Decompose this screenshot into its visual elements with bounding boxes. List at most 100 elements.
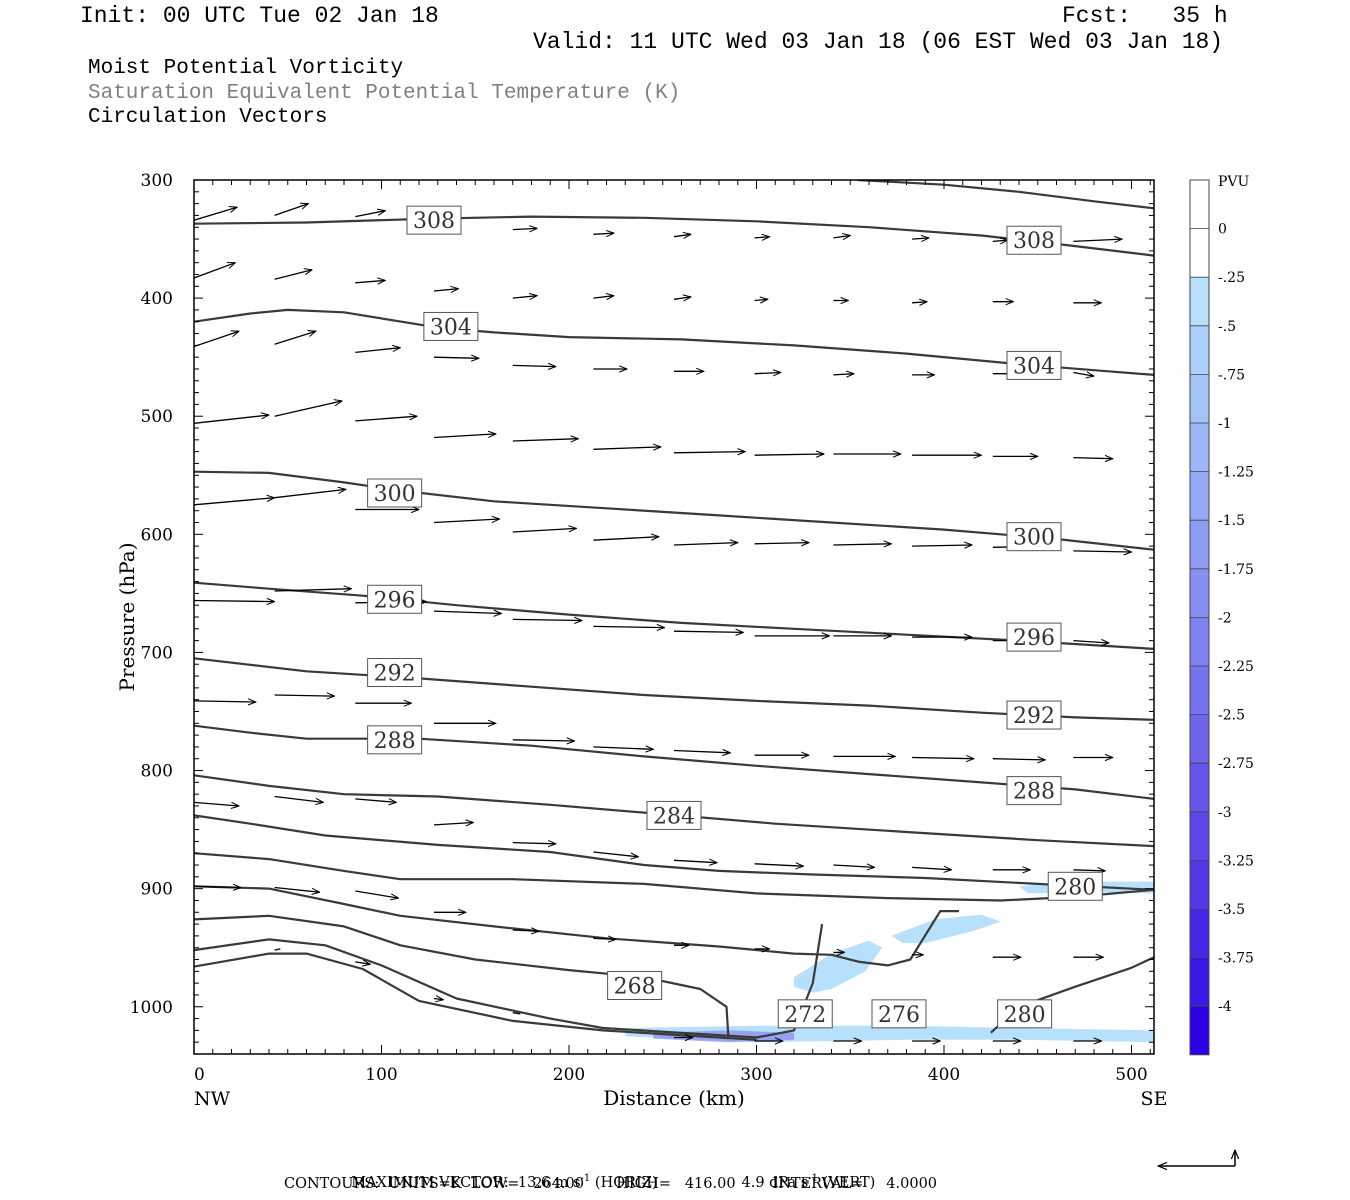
circulation-vector xyxy=(992,759,1046,760)
horiz-tag: (HORIZ) xyxy=(594,1174,658,1191)
y-tick-label: 300 xyxy=(141,171,173,191)
colorbar-swatch xyxy=(1190,1006,1209,1055)
y-axis-title: Pressure (hPa) xyxy=(115,543,139,692)
contour-label-box xyxy=(646,800,702,830)
circulation-vector xyxy=(1073,870,1105,871)
circulation-vector xyxy=(992,240,1008,241)
contour-label-308: 308 xyxy=(413,209,455,234)
contour-label-box xyxy=(1006,700,1062,730)
circulation-vector xyxy=(593,938,616,939)
x-axis-left-end-label: NW xyxy=(194,1088,231,1110)
circulation-vector xyxy=(673,751,730,753)
contour-label-268: 268 xyxy=(614,974,656,999)
colorbar-label: -1.5 xyxy=(1218,513,1245,529)
colorbar-label: -2.5 xyxy=(1218,708,1245,724)
circulation-vector xyxy=(194,415,269,424)
circulation-vector xyxy=(673,297,691,299)
circulation-vector xyxy=(912,758,974,759)
circulation-vector xyxy=(274,886,320,893)
circulation-vector xyxy=(355,962,370,964)
colorbar-title: PVU xyxy=(1218,174,1250,190)
circulation-vector xyxy=(833,374,854,375)
y-tick-label: 500 xyxy=(141,407,173,427)
contour-label-box xyxy=(607,970,663,1000)
colorbar-label: -2.25 xyxy=(1218,659,1254,675)
contour-label-308: 308 xyxy=(1013,229,1055,254)
contour-label-box xyxy=(367,725,423,755)
contour-label-box xyxy=(423,311,479,341)
colorbar-swatch xyxy=(1190,325,1209,375)
colorbar-label: -3.25 xyxy=(1218,853,1254,869)
circulation-vector xyxy=(754,373,781,374)
circulation-vector xyxy=(593,851,638,857)
contour-label-304: 304 xyxy=(430,315,472,340)
x-tick-label: 100 xyxy=(365,1065,397,1085)
circulation-vector xyxy=(512,1012,521,1015)
circulation-vector xyxy=(512,296,537,298)
colorbar-swatch xyxy=(1190,617,1209,666)
circulation-vector xyxy=(274,270,313,280)
colorbar-swatch xyxy=(1190,423,1209,472)
circulation-vector xyxy=(433,999,443,1000)
contour-label-304: 304 xyxy=(1013,354,1055,379)
colorbar-swatch xyxy=(1190,520,1209,569)
contour-label-292: 292 xyxy=(1013,704,1055,729)
circulation-vector xyxy=(194,801,239,806)
y-tick-label: 800 xyxy=(141,762,173,782)
circulation-vector xyxy=(355,416,417,422)
circulation-vector xyxy=(593,447,661,449)
circulation-vector xyxy=(512,740,575,741)
max-vector-footer: MAXIMUM VECTOR: 13.6 m s-1 (HORIZ) 4.9 dP… xyxy=(342,1157,875,1191)
circulation-vector xyxy=(754,237,770,238)
contour-label-296: 296 xyxy=(1013,626,1055,651)
valid-time-label: Valid: 11 UTC Wed 03 Jan 18 (06 EST Wed … xyxy=(533,29,1224,55)
pv-region-1 xyxy=(794,940,883,993)
y-tick-label: 700 xyxy=(141,643,173,663)
circulation-vector xyxy=(1073,641,1109,643)
circulation-vector xyxy=(274,589,352,591)
contour-label-300: 300 xyxy=(1013,526,1055,551)
contour-label-box xyxy=(1006,225,1062,255)
circulation-vector xyxy=(593,296,614,298)
x-tick-label: 500 xyxy=(1115,1065,1147,1085)
circulation-vector xyxy=(593,747,653,749)
colorbar-swatch xyxy=(1190,180,1209,229)
colorbar-swatch xyxy=(1190,374,1209,423)
contour-label-288: 288 xyxy=(1013,780,1055,805)
contour-308-1 xyxy=(857,180,1154,210)
horiz-exponent: -1 xyxy=(580,1173,591,1184)
circulation-vector xyxy=(833,236,850,238)
contour-label-280: 280 xyxy=(1054,875,1096,900)
circulation-vector xyxy=(194,207,237,221)
circulation-vector xyxy=(512,930,539,931)
max-vector-label: MAXIMUM VECTOR: xyxy=(351,1174,509,1191)
circulation-vector xyxy=(673,860,717,862)
contour-label-284: 284 xyxy=(653,804,695,829)
colorbar-swatch xyxy=(1190,714,1209,764)
colorbar-label: -3 xyxy=(1218,805,1232,821)
circulation-vector xyxy=(194,331,239,348)
max-vector-vert-value: 4.9 dPa s xyxy=(741,1174,809,1191)
circulation-vector xyxy=(194,601,275,602)
colorbar-swatch xyxy=(1190,568,1209,618)
colorbar-swatch xyxy=(1190,277,1209,326)
circulation-vector xyxy=(355,348,400,354)
circulation-vector xyxy=(274,331,316,345)
contour-label-box xyxy=(367,584,423,614)
colorbar-swatch xyxy=(1190,228,1209,278)
colorbar-label: -1.75 xyxy=(1218,562,1254,578)
y-tick-label: 600 xyxy=(141,525,173,545)
x-tick-label: 200 xyxy=(553,1065,585,1085)
contour-label-296: 296 xyxy=(374,588,416,613)
vert-tag: (VERT) xyxy=(822,1174,876,1191)
contour-label-276: 276 xyxy=(878,1003,920,1028)
contour-label-box xyxy=(1006,776,1062,806)
contour-label-box xyxy=(367,478,423,508)
circulation-vector xyxy=(194,263,235,279)
colorbar-label: -2.75 xyxy=(1218,756,1254,772)
contour-label-box xyxy=(871,999,927,1029)
circulation-vector xyxy=(912,302,927,303)
circulation-vector xyxy=(274,948,281,951)
init-time-label: Init: 00 UTC Tue 02 Jan 18 xyxy=(80,3,439,29)
contour-label-box xyxy=(997,999,1053,1029)
